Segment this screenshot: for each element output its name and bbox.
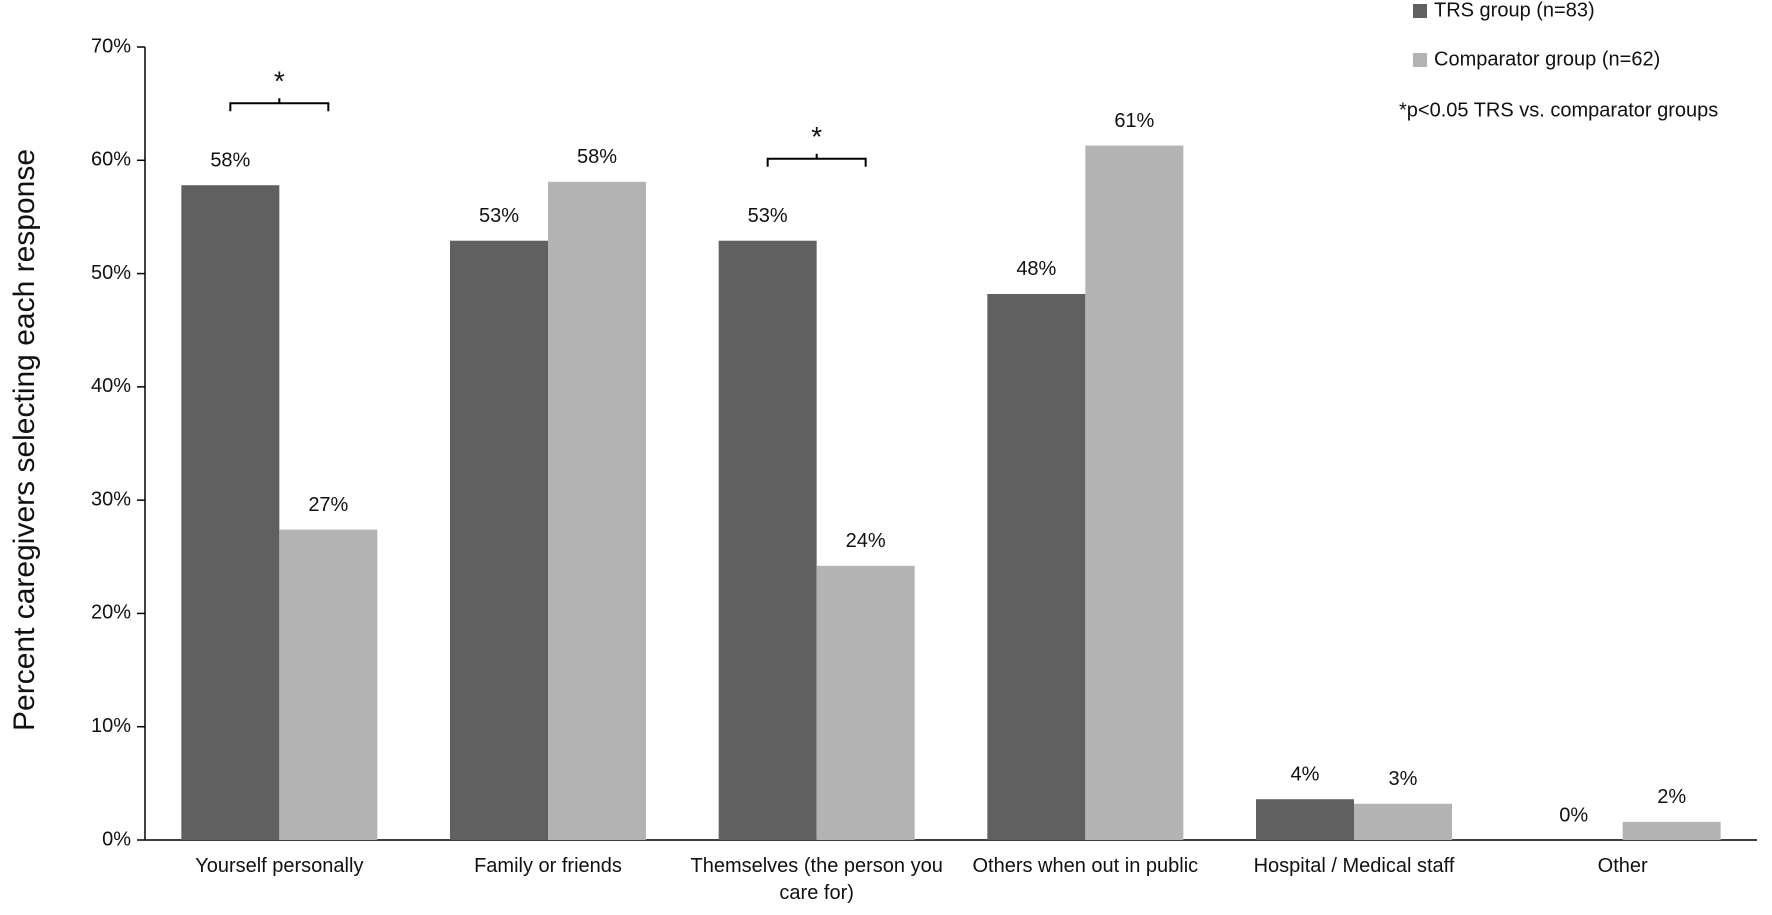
bar	[1622, 821, 1721, 840]
value-label: 61%	[1114, 110, 1154, 132]
value-label: 58%	[210, 149, 250, 171]
value-label: 3%	[1389, 768, 1418, 790]
bar	[548, 181, 646, 840]
value-label: 2%	[1657, 786, 1686, 808]
significance-bracket	[229, 98, 330, 112]
bar	[181, 185, 280, 841]
bar	[987, 293, 1086, 840]
x-tick-label: Yourself personally	[195, 855, 364, 877]
y-tick-label: 0%	[102, 828, 131, 850]
note: *p<0.05 TRS vs. comparator groups	[1399, 99, 1718, 121]
x-tick-label: Other	[1597, 855, 1648, 877]
legend-label: Comparator group (n=62)	[1434, 48, 1660, 70]
bar	[1354, 803, 1452, 840]
bar	[718, 240, 817, 840]
significance-bracket	[766, 153, 867, 167]
value-label: 0%	[1559, 804, 1588, 826]
x-tick-label: Themselves (the person you care for)	[690, 855, 943, 904]
value-label: 27%	[308, 494, 348, 516]
x-tick-label: Family or friends	[474, 855, 622, 877]
bar	[816, 565, 915, 840]
value-label: 24%	[846, 530, 886, 552]
x-tick-label: Others when out in public	[972, 855, 1199, 877]
value-label: 58%	[577, 146, 617, 168]
legend-swatch	[1413, 4, 1427, 18]
y-tick-label: 10%	[91, 715, 131, 737]
legend-label: TRS group (n=83)	[1434, 0, 1595, 21]
y-axis-label: Percent caregivers selecting each respon…	[8, 149, 41, 731]
x-tick-label: Hospital / Medical staff	[1253, 855, 1455, 877]
bar	[1256, 799, 1354, 840]
value-label: 53%	[479, 205, 519, 227]
value-label: 53%	[748, 205, 788, 227]
legend-swatch	[1413, 53, 1427, 67]
y-tick-label: 60%	[91, 149, 131, 171]
bar	[279, 529, 378, 840]
value-label: 4%	[1291, 763, 1320, 785]
y-tick-label: 40%	[91, 375, 131, 397]
significance-label: *	[811, 121, 822, 152]
y-tick-label: 20%	[91, 602, 131, 624]
value-label: 48%	[1016, 258, 1056, 280]
significance-label: *	[274, 66, 285, 97]
y-tick-label: 30%	[91, 488, 131, 510]
y-tick-label: 70%	[91, 35, 131, 57]
bar	[1085, 145, 1184, 840]
y-tick-label: 50%	[91, 262, 131, 284]
bar	[450, 240, 548, 840]
